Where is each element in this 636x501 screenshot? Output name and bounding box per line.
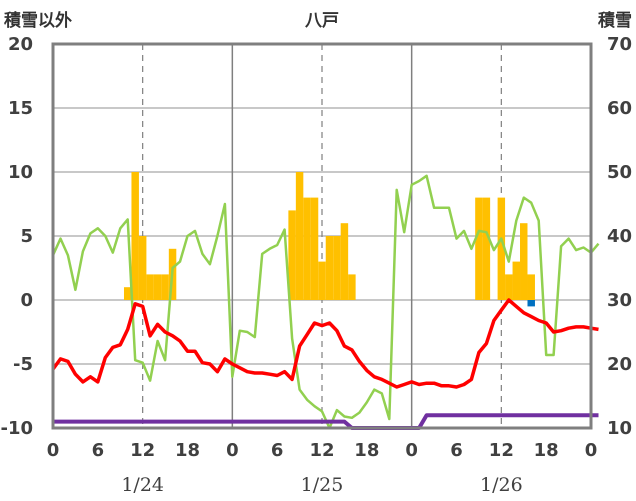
y-tick-right: 70 [607, 34, 632, 55]
precip-bar [123, 287, 132, 300]
x-tick: 6 [450, 440, 463, 461]
precip-bar [348, 274, 356, 300]
left-axis-ticks: 20 15 10 5 0 -5 -10 [0, 34, 33, 439]
precip-bar [295, 172, 304, 300]
precip-bar [527, 274, 535, 300]
precip-bar [318, 261, 326, 300]
date-label: 1/25 [301, 474, 344, 496]
x-tick: 12 [130, 440, 155, 461]
x-tick: 6 [92, 440, 105, 461]
right-axis-title: 積雪 [598, 10, 632, 31]
precip-bar [497, 197, 506, 300]
precip-bar [475, 197, 483, 300]
y-tick-left: 20 [8, 34, 33, 55]
x-tick: 18 [175, 440, 200, 461]
precip-bar [482, 197, 491, 300]
precip-bar [527, 300, 535, 307]
x-tick: 18 [534, 440, 559, 461]
y-tick-right: 10 [607, 418, 632, 439]
precip-bar [303, 197, 311, 300]
y-tick-left: 15 [8, 98, 33, 119]
precip-bar [340, 223, 349, 300]
series-line [53, 413, 599, 430]
x-tick: 6 [271, 440, 284, 461]
precip-bar [325, 236, 334, 300]
y-tick-right: 60 [607, 98, 632, 119]
series-lines [51, 174, 600, 430]
y-tick-right: 50 [607, 162, 632, 183]
precip-bar [161, 274, 169, 300]
x-tick: 0 [47, 440, 60, 461]
y-tick-left: 10 [8, 162, 33, 183]
x-tick: 0 [226, 440, 239, 461]
x-tick: 18 [354, 440, 379, 461]
x-tick: 0 [405, 440, 418, 461]
y-tick-left: 5 [20, 226, 33, 247]
x-tick: 12 [489, 440, 514, 461]
x-axis-ticks: 0 6 12 18 0 6 12 18 0 6 12 18 0 [47, 440, 598, 461]
precip-bar [288, 210, 296, 300]
date-labels: 1/24 1/25 1/26 [121, 474, 522, 496]
series-line [51, 298, 599, 389]
precip-bar [153, 274, 162, 300]
x-tick: 12 [309, 440, 334, 461]
y-tick-left: -5 [13, 354, 33, 375]
y-tick-right: 20 [607, 354, 632, 375]
x-tick: 0 [585, 440, 598, 461]
precip-bar [333, 236, 341, 300]
y-tick-right: 40 [607, 226, 632, 247]
chart-title: 八戸 [305, 11, 339, 31]
y-tick-right: 30 [607, 290, 632, 311]
date-label: 1/24 [121, 474, 164, 496]
plot-frame [51, 42, 593, 430]
precip-bar [138, 236, 147, 300]
precip-bar [131, 172, 139, 300]
precip-bar [146, 274, 154, 300]
precip-bar [505, 274, 513, 300]
precip-bar [512, 261, 521, 300]
y-tick-left: 0 [20, 290, 33, 311]
date-label: 1/26 [480, 474, 523, 496]
y-tick-left: -10 [0, 418, 33, 439]
precip-bar [520, 223, 528, 300]
precip-bar [310, 197, 319, 300]
right-axis-ticks: 70 60 50 40 30 20 10 [607, 34, 632, 439]
left-axis-title: 積雪以外 [4, 10, 72, 31]
